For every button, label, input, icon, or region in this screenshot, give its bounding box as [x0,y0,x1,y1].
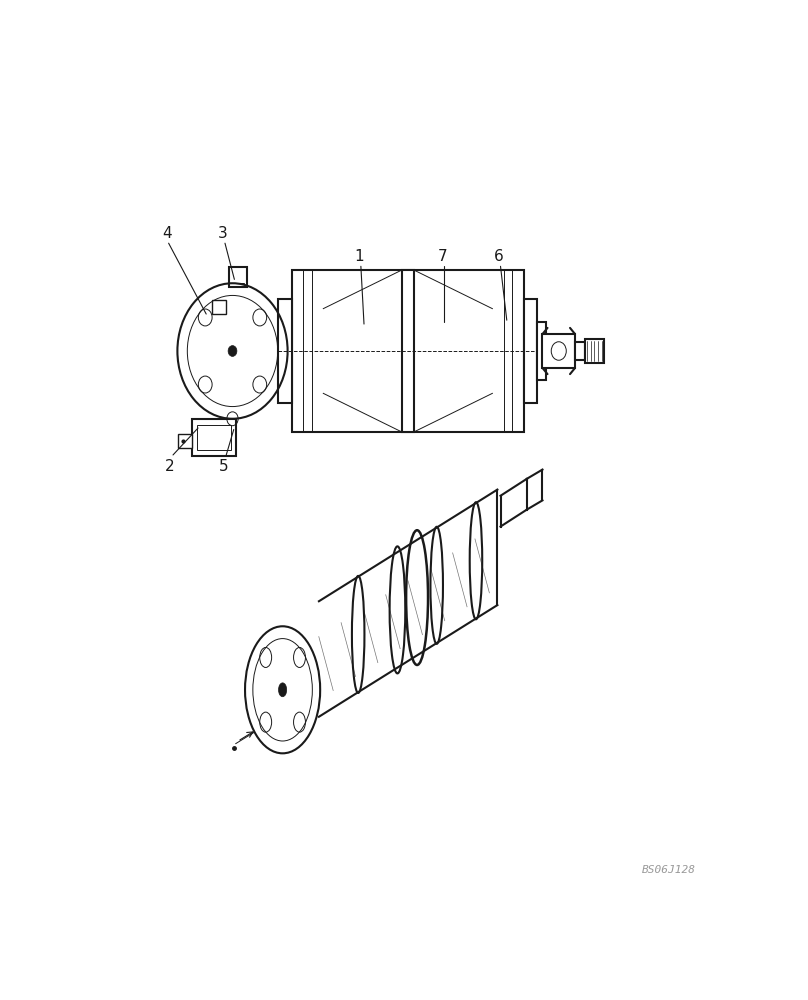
Text: BS06J128: BS06J128 [642,865,696,875]
Ellipse shape [279,683,287,697]
Bar [537,322,546,380]
Bar [213,300,226,314]
Bar [191,419,236,456]
Bar [575,342,585,360]
Circle shape [228,346,237,356]
Bar [178,434,191,448]
Text: 4: 4 [162,226,171,241]
Bar [288,336,289,366]
Bar [229,267,247,287]
Text: 3: 3 [218,226,228,241]
Text: 6: 6 [494,249,503,264]
Bar [585,339,604,363]
Text: 7: 7 [437,249,447,264]
Bar [284,301,292,401]
Bar [402,270,415,432]
Text: 1: 1 [354,249,364,264]
Bar [292,270,524,432]
Text: 2: 2 [165,459,175,474]
Bar [524,299,537,403]
Bar [197,425,230,450]
Bar [542,334,575,368]
Text: 5: 5 [219,459,229,474]
Bar [278,299,292,403]
